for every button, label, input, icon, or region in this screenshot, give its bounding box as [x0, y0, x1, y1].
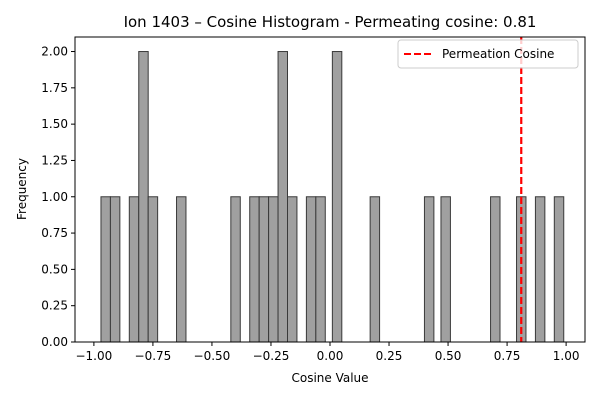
y-tick-label: 1.50 [41, 117, 68, 131]
histogram-bar-14 [331, 51, 343, 343]
x-tick-label: 1.00 [553, 349, 580, 363]
y-tick-label: 1.00 [41, 190, 68, 204]
histogram-bar-16 [423, 196, 435, 343]
histogram-bar-9 [268, 196, 279, 343]
y-axis: 0.00 0.25 0.50 0.75 1.00 1.25 1.50 1.75 2.00 [41, 45, 75, 349]
y-axis-label: Frequency [15, 158, 29, 220]
histogram-bar-2 [128, 196, 140, 343]
histogram-bar-10 [277, 51, 288, 343]
histogram-bar-21 [553, 196, 565, 343]
histogram-bar-18 [490, 196, 501, 343]
x-tick-label: −1.00 [75, 349, 112, 363]
histogram-bar-12 [305, 196, 317, 343]
histogram-bar-5 [176, 196, 187, 343]
y-tick-label: 0.00 [41, 335, 68, 349]
x-tick-label: −0.50 [194, 349, 231, 363]
legend-box [397, 39, 579, 69]
y-tick-label: 0.75 [41, 226, 68, 240]
y-tick-label: 2.00 [41, 45, 68, 59]
y-tick-label: 1.75 [41, 81, 68, 95]
x-tick-label: −0.25 [253, 349, 290, 363]
histogram-bar-15 [369, 196, 381, 343]
histogram-bar-1 [109, 196, 121, 343]
histogram-bar-4 [147, 196, 159, 343]
x-tick-label: 0.00 [317, 349, 344, 363]
x-tick-label: 0.75 [494, 349, 521, 363]
histogram-bar-11 [287, 196, 298, 343]
x-tick-label: 0.25 [376, 349, 403, 363]
histogram-bar-17 [440, 196, 451, 343]
histogram-bar-3 [138, 51, 149, 343]
histogram-bar-8 [258, 196, 270, 343]
chart-title: Ion 1403 – Cosine Histogram - Permeating… [124, 13, 537, 31]
bars-layer [100, 51, 565, 343]
x-axis: −1.00 −0.75 −0.50 −0.25 0.00 0.25 0.50 0.75 1.00 [75, 342, 579, 363]
histogram-bar-7 [249, 196, 260, 343]
legend: Permeation Cosine [397, 39, 579, 69]
legend-label-permeation-cosine: Permeation Cosine [442, 47, 554, 61]
x-tick-label: 0.50 [435, 349, 462, 363]
y-tick-label: 1.25 [41, 153, 68, 167]
x-tick-label: −0.75 [135, 349, 172, 363]
x-axis-label: Cosine Value [291, 371, 368, 385]
y-tick-label: 0.25 [41, 299, 68, 313]
histogram-bar-13 [315, 196, 326, 343]
histogram-bar-0 [100, 196, 111, 343]
histogram-bar-6 [230, 196, 241, 343]
histogram-bar-20 [534, 196, 546, 343]
y-tick-label: 0.50 [41, 262, 68, 276]
